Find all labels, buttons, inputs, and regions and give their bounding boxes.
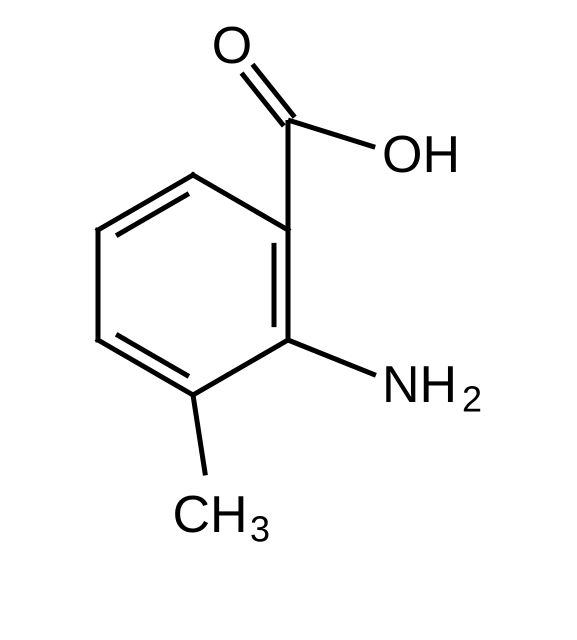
label-nh2-sub: 2	[462, 379, 482, 420]
labels: O OH NH 2 CH 3	[172, 17, 482, 550]
label-oh: OH	[382, 126, 460, 184]
label-ch3: CH	[172, 486, 247, 544]
bond-c5-c6	[98, 175, 193, 230]
bond-c3-me	[193, 395, 205, 475]
label-o-double: O	[212, 17, 252, 75]
label-nh2: NH	[382, 356, 457, 414]
bond-c7-oh	[288, 120, 375, 147]
bond-c6-c1	[193, 175, 288, 230]
bond-c2-n	[288, 340, 376, 375]
ring	[98, 175, 288, 395]
label-ch3-sub: 3	[250, 509, 270, 550]
bond-c3-c4	[98, 340, 193, 395]
molecule-diagram: O OH NH 2 CH 3	[0, 0, 577, 640]
bond-c2-c3	[193, 340, 288, 395]
substituent-bonds	[193, 64, 376, 475]
